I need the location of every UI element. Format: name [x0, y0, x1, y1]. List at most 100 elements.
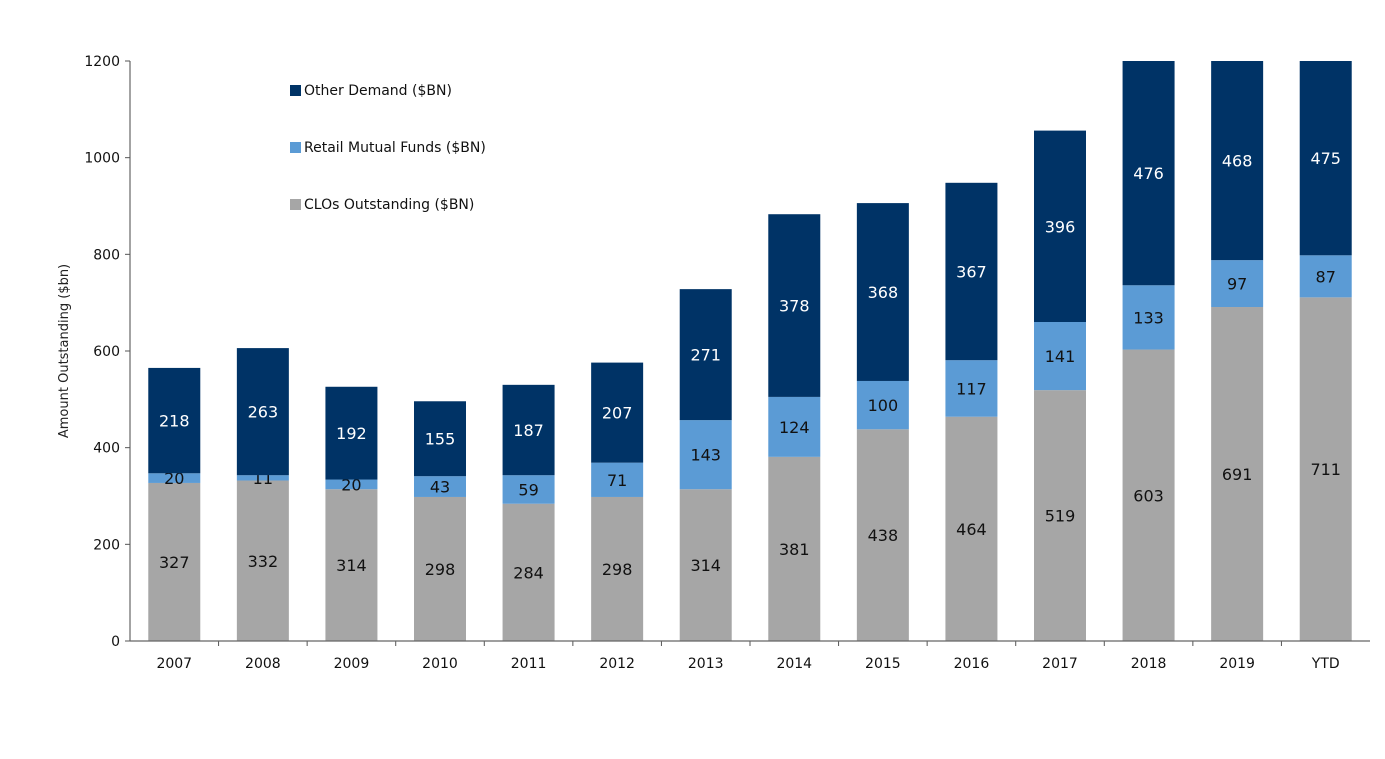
bar-segment — [1122, 349, 1175, 641]
data-label: 603 — [1133, 486, 1164, 505]
bar-segment — [236, 480, 289, 641]
y-tick-label: 800 — [93, 247, 120, 263]
bar-segment — [856, 429, 909, 641]
x-tick-label: 2007 — [156, 656, 192, 672]
bar-segment — [502, 384, 555, 476]
data-label: 100 — [868, 396, 899, 415]
bar-segment — [1122, 285, 1175, 350]
bar-segment — [768, 456, 821, 641]
data-label: 519 — [1045, 507, 1076, 526]
bar-segment — [325, 489, 378, 641]
x-tick-label: 2010 — [422, 656, 458, 672]
bar-segment — [148, 473, 201, 483]
data-label: 97 — [1227, 275, 1247, 294]
bar-segment — [856, 380, 909, 430]
data-label: 124 — [779, 418, 810, 437]
bar-segment — [591, 362, 644, 463]
data-label: 59 — [518, 480, 538, 499]
bar-segment — [148, 482, 201, 641]
data-label: 468 — [1222, 152, 1253, 171]
data-label: 271 — [690, 346, 721, 365]
bar-segment — [945, 360, 998, 417]
bar-segment — [1034, 130, 1086, 322]
data-label: 298 — [425, 560, 456, 579]
data-label: 691 — [1222, 465, 1253, 484]
bar-segment — [502, 503, 555, 641]
bar-segment — [1034, 390, 1086, 641]
bar-segment — [945, 182, 998, 361]
legend-swatch — [290, 142, 301, 153]
bar-segment — [591, 496, 644, 641]
y-tick-label: 200 — [93, 537, 120, 553]
legend: Other Demand ($BN) Retail Mutual Funds ($… — [290, 83, 486, 213]
bar-segment — [414, 401, 466, 477]
data-label: 87 — [1316, 267, 1336, 286]
data-label: 218 — [159, 412, 190, 431]
data-label: 298 — [602, 560, 633, 579]
y-tick-label: 400 — [93, 441, 120, 457]
data-label: 438 — [868, 526, 899, 545]
axes: 2007 2008 2009 2010 2011 2012 2013 2014 2015 2016… — [84, 54, 1370, 672]
data-label: 117 — [956, 379, 987, 398]
data-label: 133 — [1133, 308, 1164, 327]
x-tick-label: 2013 — [688, 656, 724, 672]
data-label: 368 — [868, 283, 899, 302]
bar-segment — [502, 475, 555, 504]
bar-segment — [768, 214, 821, 397]
legend-label: Retail Mutual Funds ($BN) — [304, 140, 486, 156]
y-tick-label: 1000 — [84, 151, 120, 167]
data-label: 187 — [513, 421, 544, 440]
x-tick-label: 2019 — [1219, 656, 1255, 672]
bar-segment — [414, 496, 466, 641]
data-label: 314 — [690, 556, 721, 575]
bar-segment — [768, 396, 821, 457]
legend-swatch — [290, 85, 301, 96]
data-label: 314 — [336, 556, 367, 575]
data-label: 43 — [430, 478, 450, 497]
data-label: 20 — [164, 469, 184, 488]
bar-segment — [1299, 297, 1352, 641]
legend-label: Other Demand ($BN) — [304, 83, 452, 99]
bar-segment — [1122, 61, 1175, 286]
y-tick-label: 0 — [111, 634, 120, 650]
legend-swatch — [290, 199, 301, 210]
data-label: 263 — [248, 403, 279, 422]
legend-label: CLOs Outstanding ($BN) — [304, 197, 474, 213]
bars: 3272021833211263314201922984315528459187… — [148, 61, 1352, 641]
data-label: 155 — [425, 430, 456, 449]
data-label: 367 — [956, 262, 987, 281]
data-label: 381 — [779, 540, 810, 559]
data-label: 476 — [1133, 164, 1164, 183]
x-tick-label: 2014 — [776, 656, 812, 672]
data-label: 396 — [1045, 217, 1076, 236]
bar-segment — [1211, 61, 1264, 261]
bar-segment — [1034, 322, 1086, 391]
bar-segment — [1211, 260, 1264, 308]
data-label: 327 — [159, 553, 190, 572]
data-label: 143 — [690, 446, 721, 465]
x-tick-label: YTD — [1311, 656, 1340, 672]
data-label: 141 — [1045, 347, 1076, 366]
data-label: 71 — [607, 471, 627, 490]
bar-segment — [945, 416, 998, 641]
bar-segment — [148, 367, 201, 474]
data-label: 284 — [513, 563, 544, 582]
bar-segment — [1299, 61, 1352, 256]
data-label: 378 — [779, 297, 810, 316]
bar-segment — [679, 420, 732, 490]
x-tick-label: 2017 — [1042, 656, 1078, 672]
data-label: 207 — [602, 404, 633, 423]
x-tick-label: 2015 — [865, 656, 901, 672]
bar-segment — [1299, 255, 1352, 298]
y-tick-label: 600 — [93, 344, 120, 360]
x-tick-label: 2016 — [954, 656, 990, 672]
data-label: 20 — [341, 475, 361, 494]
bar-segment — [414, 476, 466, 497]
bar-segment — [591, 462, 644, 497]
x-tick-label: 2018 — [1131, 656, 1167, 672]
bar-segment — [679, 289, 732, 421]
x-tick-label: 2012 — [599, 656, 635, 672]
y-tick-label: 1200 — [84, 54, 120, 70]
bar-segment — [236, 475, 289, 481]
